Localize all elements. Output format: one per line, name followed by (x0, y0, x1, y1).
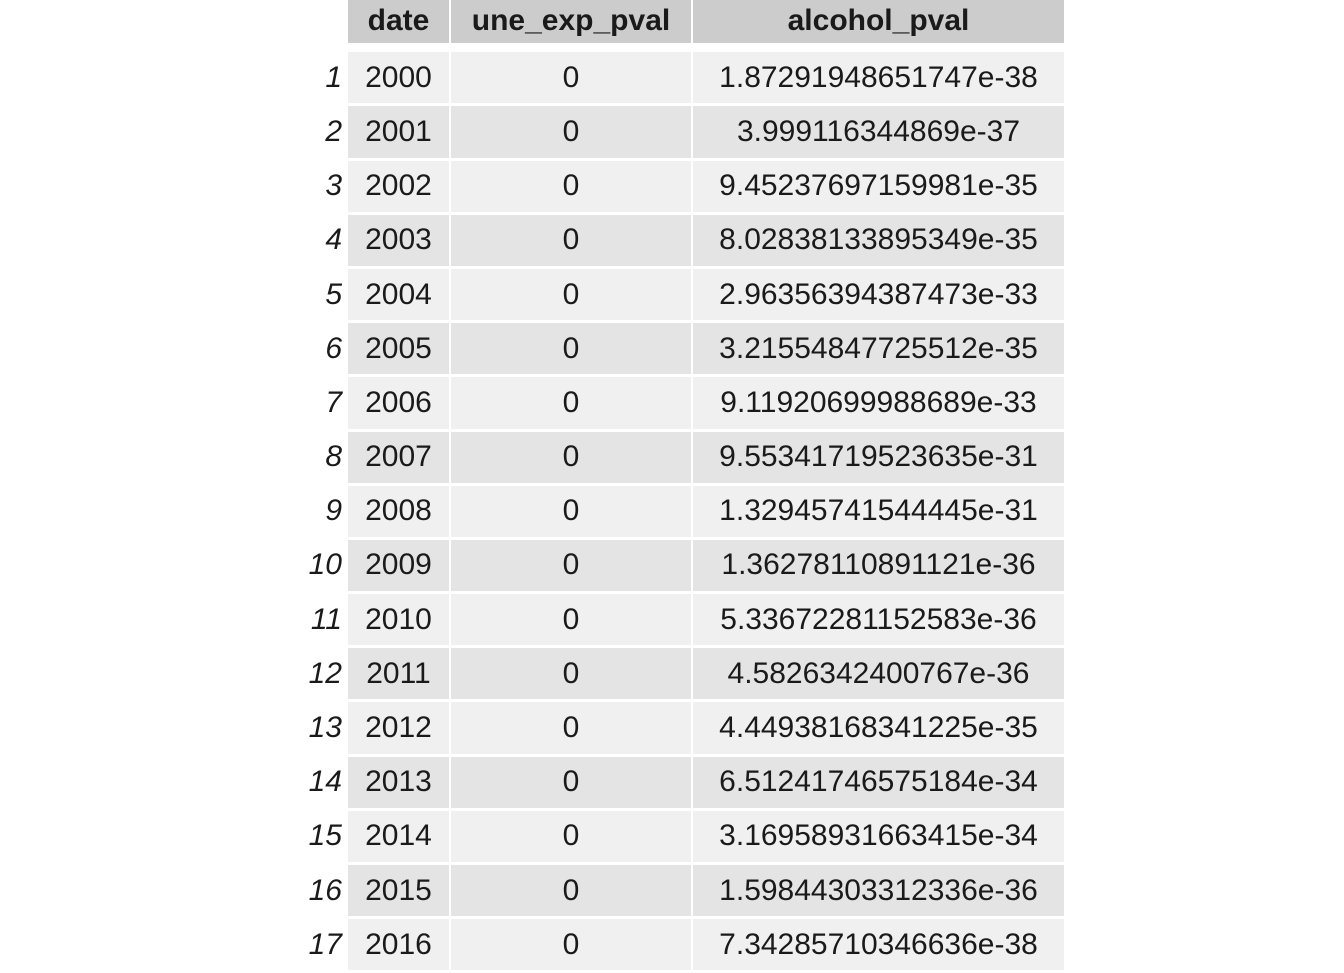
row-number: 17 (296, 919, 346, 973)
cell-alcohol-pval: 9.45237697159981e-35 (693, 160, 1064, 215)
cell-une-exp-pval: 0 (451, 377, 691, 432)
cell-une-exp-pval: 0 (451, 485, 691, 540)
header-date[interactable]: date (348, 0, 449, 46)
row-number: 15 (296, 810, 346, 865)
cell-date: 2014 (348, 810, 449, 865)
cell-alcohol-pval: 3.16958931663415e-34 (693, 810, 1064, 865)
cell-une-exp-pval: 0 (451, 268, 691, 324)
cell-date: 2016 (348, 919, 449, 973)
cell-date: 2008 (348, 485, 449, 540)
cell-alcohol-pval: 6.51241746575184e-34 (693, 756, 1064, 811)
cell-alcohol-pval: 7.34285710346636e-38 (693, 919, 1064, 973)
header-une-exp-pval[interactable]: une_exp_pval (451, 0, 691, 46)
cell-une-exp-pval: 0 (451, 539, 691, 595)
row-number: 11 (296, 594, 346, 649)
cell-alcohol-pval: 1.59844303312336e-36 (693, 865, 1064, 920)
cell-date: 2006 (348, 377, 449, 432)
cell-alcohol-pval: 3.21554847725512e-35 (693, 323, 1064, 378)
cell-alcohol-pval: 1.87291948651747e-38 (693, 52, 1064, 107)
cell-date: 2012 (348, 702, 449, 757)
cell-alcohol-pval: 4.5826342400767e-36 (693, 648, 1064, 703)
cell-date: 2005 (348, 323, 449, 378)
cell-date: 2009 (348, 539, 449, 595)
cell-alcohol-pval: 9.55341719523635e-31 (693, 431, 1064, 486)
cell-alcohol-pval: 5.33672281152583e-36 (693, 594, 1064, 649)
cell-date: 2011 (348, 648, 449, 703)
cell-date: 2002 (348, 160, 449, 215)
cell-une-exp-pval: 0 (451, 431, 691, 486)
cell-alcohol-pval: 1.36278110891121e-36 (693, 539, 1064, 595)
row-number: 7 (296, 377, 346, 432)
cell-une-exp-pval: 0 (451, 594, 691, 649)
row-number: 1 (296, 52, 346, 107)
row-number: 9 (296, 485, 346, 540)
cell-une-exp-pval: 0 (451, 810, 691, 865)
row-number: 3 (296, 160, 346, 215)
cell-une-exp-pval: 0 (451, 52, 691, 107)
cell-date: 2000 (348, 52, 449, 107)
cell-une-exp-pval: 0 (451, 648, 691, 703)
row-number: 6 (296, 323, 346, 378)
row-number: 16 (296, 865, 346, 920)
data-table: date une_exp_pval alcohol_pval 1 2000 0 1.8… (296, 0, 1064, 973)
cell-date: 2004 (348, 268, 449, 324)
cell-alcohol-pval: 4.44938168341225e-35 (693, 702, 1064, 757)
cell-une-exp-pval: 0 (451, 323, 691, 378)
row-number: 12 (296, 648, 346, 703)
row-number: 13 (296, 702, 346, 757)
cell-une-exp-pval: 0 (451, 214, 691, 269)
cell-une-exp-pval: 0 (451, 106, 691, 161)
row-number: 4 (296, 214, 346, 269)
cell-date: 2001 (348, 106, 449, 161)
row-number: 10 (296, 539, 346, 595)
row-number: 14 (296, 756, 346, 811)
cell-date: 2013 (348, 756, 449, 811)
header-rownum (296, 0, 346, 46)
cell-une-exp-pval: 0 (451, 919, 691, 973)
cell-alcohol-pval: 2.96356394387473e-33 (693, 268, 1064, 324)
cell-alcohol-pval: 1.32945741544445e-31 (693, 485, 1064, 540)
row-number: 8 (296, 431, 346, 486)
cell-date: 2015 (348, 865, 449, 920)
cell-une-exp-pval: 0 (451, 865, 691, 920)
row-number: 2 (296, 106, 346, 161)
cell-une-exp-pval: 0 (451, 160, 691, 215)
cell-alcohol-pval: 9.11920699988689e-33 (693, 377, 1064, 432)
cell-une-exp-pval: 0 (451, 702, 691, 757)
cell-une-exp-pval: 0 (451, 756, 691, 811)
cell-alcohol-pval: 3.999116344869e-37 (693, 106, 1064, 161)
cell-date: 2003 (348, 214, 449, 269)
cell-date: 2010 (348, 594, 449, 649)
cell-alcohol-pval: 8.02838133895349e-35 (693, 214, 1064, 269)
cell-date: 2007 (348, 431, 449, 486)
header-alcohol-pval[interactable]: alcohol_pval (693, 0, 1064, 46)
row-number: 5 (296, 268, 346, 324)
